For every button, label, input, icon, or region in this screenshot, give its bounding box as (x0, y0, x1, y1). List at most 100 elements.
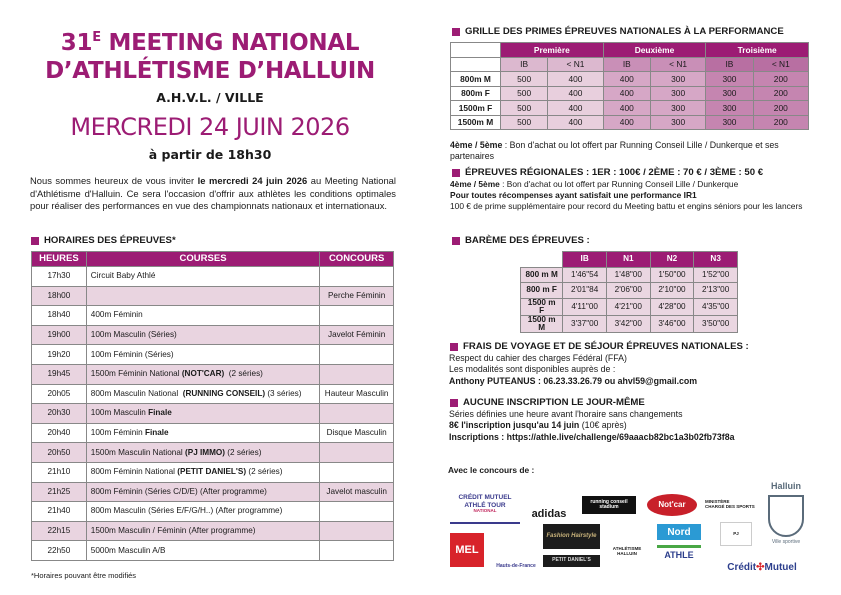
organizer: A.H.V.L. / VILLE (156, 90, 264, 105)
time-cell: 21h10 (31, 461, 87, 483)
row-label: 1500m M (450, 114, 501, 130)
time-cell: 19h20 (31, 344, 87, 365)
table-row: 18h40 400m Féminin (31, 305, 394, 326)
time-value: 1'52"00 (693, 266, 738, 283)
logo-adidas: adidas (531, 507, 567, 520)
course-text: (3 séries) (265, 388, 302, 398)
course-cell (85, 285, 321, 307)
course-text: 1500m Féminin National (90, 369, 182, 379)
prime-value: 300 (649, 114, 707, 130)
course-text: 100m Féminin (90, 427, 145, 437)
sponsors-heading: Avec le concours de : (448, 465, 535, 475)
course-text: 1500m Masculin National (90, 447, 185, 457)
prime-value: 500 (499, 85, 549, 101)
col-header: N3 (693, 251, 738, 268)
col-header: N1 (605, 251, 651, 268)
course-text: 100m Masculin (90, 408, 149, 418)
table-row: 800m M 500 400 400 300 300 200 (450, 71, 810, 87)
time-value: 2'06"00 (605, 282, 651, 299)
prime-value: 400 (547, 114, 604, 130)
registration-link[interactable]: Inscriptions : https://athle.live/challe… (449, 431, 735, 442)
logo-athle: ATHLE (657, 545, 701, 563)
schedule-heading: HORAIRES DES ÉPREUVES* (31, 235, 176, 246)
time-cell: 21h25 (31, 481, 87, 503)
course-text: (PJ IMMO) (185, 447, 226, 457)
course-text: 100m Féminin (Séries) (90, 349, 174, 359)
event-title: 31E MEETING NATIONAL D’ATHLÉTISME D’HALLU… (45, 30, 375, 84)
row-label: 800m F (450, 85, 501, 101)
time-cell: 20h50 (31, 442, 87, 463)
time-value: 1'46"54 (562, 266, 607, 283)
prime-value: 300 (705, 114, 754, 130)
primes-note: 4ème / 5ème : Bon d'achat ou lot offert … (450, 140, 779, 162)
time-cell: 22h50 (31, 540, 87, 561)
table-row: 800 m F 2'01"84 2'06"00 2'10"00 2'13"00 (519, 282, 738, 299)
schedule-table: HEURES COURSES CONCOURS 17h30 Circuit Baby … (31, 251, 394, 561)
col-header: COURSES (85, 251, 321, 267)
prime-value: 400 (602, 100, 651, 116)
travel-heading: FRAIS DE VOYAGE ET DE SÉJOUR ÉPREUVES NA… (450, 341, 749, 352)
time-value: 3'42"00 (605, 314, 651, 334)
course-cell: 800m Masculin National (RUNNING CONSEIL)… (85, 383, 321, 405)
bareme-table: IB N1 N2 N3 800 m M 1'46"54 1'48"00 1'50"00 1'52… (519, 251, 738, 334)
table-row: 22h15 1500m Masculin / Féminin (After pro… (31, 520, 394, 542)
table-row: 1500 m M 3'37"00 3'42"00 3'46"00 3'50"00 (519, 314, 738, 334)
prime-value: 300 (649, 100, 707, 116)
time-value: 2'13"00 (693, 282, 738, 299)
course-text: 800m Masculin (Séries E/F/G/H..) (After … (90, 506, 283, 516)
bareme-heading: BARÈME DES ÉPREUVES : (452, 235, 590, 246)
primes-heading: GRILLE DES PRIMES ÉPREUVES NATIONALES À … (452, 26, 784, 37)
time-value: 2'01"84 (562, 282, 607, 299)
time-value: 4'11"00 (562, 297, 607, 316)
field-event-cell (319, 266, 394, 287)
field-event-cell: Javelot Féminin (319, 324, 394, 346)
logo-hauts-de-france: Hauts-de-France (496, 562, 536, 569)
course-text: 400m Féminin (90, 310, 143, 320)
prime-value: 400 (547, 71, 604, 87)
course-cell: 100m Masculin (Séries) (85, 324, 321, 346)
prime-value: 300 (705, 71, 754, 87)
logo-petit-daniels: PETIT DANIEL'S (543, 555, 600, 567)
primes-table: Première Deuxième Troisième IB < N1 IB < N1 IB… (450, 42, 810, 130)
time-cell: 21h40 (31, 501, 87, 522)
table-row: 21h40 800m Masculin (Séries E/F/G/H..) (A… (31, 501, 394, 522)
logo-nord: Nord (657, 524, 701, 540)
registration-heading: AUCUNE INSCRIPTION LE JOUR-MÊME (450, 397, 645, 408)
prime-value: 200 (752, 114, 810, 130)
event-date: MERCREDI 24 JUIN 2026 (70, 113, 350, 141)
bullet-square-icon (452, 168, 460, 177)
col-header: CONCOURS (319, 251, 394, 267)
time-value: 1'50"00 (649, 266, 695, 283)
course-cell: 5000m Masculin A/B (85, 540, 321, 561)
time-cell: 18h40 (31, 305, 87, 326)
field-event-cell (319, 344, 394, 365)
time-value: 3'37"00 (562, 314, 607, 334)
logo-credit-mutuel: Crédit ✣ Mutuel (727, 561, 797, 573)
schedule-footnote: *Horaires pouvant être modifiés (31, 571, 137, 580)
time-value: 4'35"00 (693, 297, 738, 316)
row-label: 800 m F (519, 282, 564, 299)
course-cell: 1500m Masculin / Féminin (After programm… (85, 520, 321, 542)
row-label: 1500 m M (519, 314, 564, 334)
field-event-cell (319, 540, 394, 561)
course-cell: 100m Masculin Finale (85, 403, 321, 424)
prime-value: 200 (752, 71, 810, 87)
table-row: 17h30 Circuit Baby Athlé (31, 266, 394, 287)
group-header: Troisième (705, 42, 809, 58)
logo-athletisme-halluin: ATHLÉTISME HALLUIN (612, 546, 642, 556)
prime-value: 400 (602, 71, 651, 87)
prime-value: 300 (705, 85, 754, 101)
table-row: 1500m F 500 400 400 300 300 200 (450, 100, 810, 116)
prime-value: 500 (499, 100, 549, 116)
table-row: 18h00 Perche Féminin (31, 285, 394, 307)
course-text: 5000m Masculin A/B (90, 545, 166, 555)
table-row: 19h45 1500m Féminin National (NOT'CAR) (2… (31, 363, 394, 385)
regional-details: 4ème / 5ème : Bon d'achat ou lot offert … (450, 179, 803, 211)
row-label: 800 m M (519, 266, 564, 283)
col-header: HEURES (31, 251, 87, 267)
bullet-square-icon (450, 398, 458, 407)
course-text: 800m Féminin National (90, 467, 178, 477)
halluin-shield-icon (768, 495, 804, 538)
registration-details: Séries définies une heure avant l'horair… (449, 409, 735, 442)
table-row: 19h00 100m Masculin (Séries) Javelot Fémin… (31, 324, 394, 346)
